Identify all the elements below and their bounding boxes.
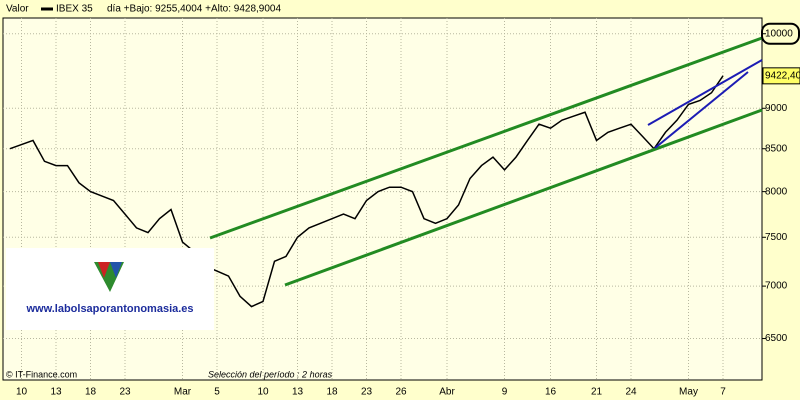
period-text: Selección del período : 2 horas [208,369,333,379]
x-tick-label: 18 [85,387,97,398]
x-tick-label: 13 [292,387,304,398]
highlight-ring [761,22,800,45]
x-tick-label: 23 [119,387,131,398]
trend-line [647,59,763,126]
y-tick-label: 7000 [765,281,788,292]
x-tick-label: 23 [361,387,373,398]
x-tick-label: 9 [502,387,508,398]
x-tick-label: 18 [326,387,338,398]
trend-line [654,71,749,149]
price-layer [9,75,724,308]
grid [3,18,762,380]
y-tick-label: 7500 [765,232,788,243]
y-tick-label: 8000 [765,186,788,197]
range-text: día +Bajo: 9255,4004 +Alto: 9428,9004 [107,4,281,15]
y-tick-label: 10000 [765,28,793,39]
x-tick-label: 26 [395,387,407,398]
y-tick-label: 6500 [765,333,788,344]
trend-line [209,36,763,240]
x-tick-label: 24 [625,387,637,398]
source: © IT-Finance.com [6,369,77,379]
header-label: Valor [6,4,29,15]
last-value-label: 9422,40 [765,70,800,81]
price-line [9,75,724,308]
x-tick-label: 10 [257,387,269,398]
x-tick-label: 10 [16,387,28,398]
logo-icon [98,262,110,278]
legend-label: IBEX 35 [56,4,93,15]
x-tick-label: Abr [439,387,455,398]
x-tick-label: 21 [591,387,603,398]
logo-icon [110,262,122,278]
y-tick-label: 8500 [765,143,788,154]
x-tick-label: 5 [214,387,220,398]
x-tick-label: 13 [50,387,62,398]
trend-line [284,108,763,287]
logo-url: www.labolsaporantonomasia.es [25,303,193,315]
x-tick-label: Mar [174,387,192,398]
x-tick-label: 7 [720,387,726,398]
x-tick-label: 16 [545,387,557,398]
last-value-box [762,67,800,85]
y-tick-label: 9000 [765,103,788,114]
x-tick-label: May [679,387,698,398]
